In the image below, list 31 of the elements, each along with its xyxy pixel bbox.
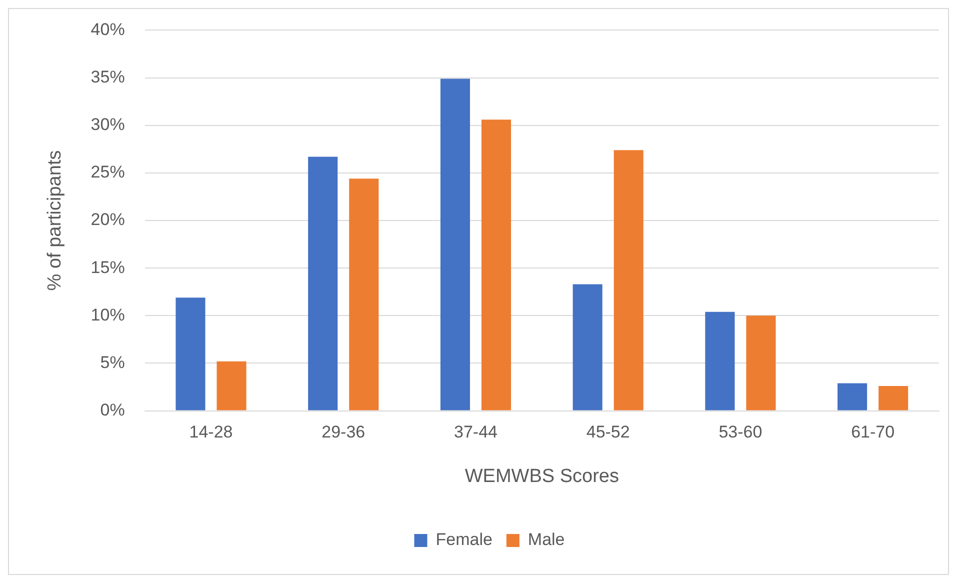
bar [349, 178, 379, 410]
bar [878, 386, 908, 410]
x-tick-label: 14-28 [189, 422, 233, 442]
y-tick-label: 40% [90, 20, 125, 39]
bar [572, 284, 602, 410]
y-tick-label: 35% [90, 67, 125, 86]
y-tick-label: 10% [90, 305, 125, 324]
y-tick-label: 30% [90, 115, 125, 134]
y-tick-label: 15% [90, 258, 125, 277]
y-tick-label: 5% [100, 352, 125, 372]
y-tick-label: 25% [90, 162, 125, 182]
bar [746, 316, 776, 410]
bar [308, 156, 338, 410]
y-tick-label: 0% [100, 400, 125, 420]
legend-label: Female [436, 530, 492, 550]
x-tick-label: 29-36 [322, 422, 366, 442]
bar [838, 383, 868, 410]
bar [614, 150, 644, 410]
y-tick-label: 20% [90, 210, 125, 230]
x-tick-label: 37-44 [454, 422, 498, 442]
y-axis-title: % of participants [44, 150, 66, 291]
x-axis-title: WEMWBS Scores [464, 466, 619, 487]
bar [176, 298, 206, 410]
bar [481, 120, 512, 410]
bar [705, 312, 735, 410]
bar [440, 78, 470, 410]
x-tick-label: 61-70 [851, 422, 895, 442]
x-tick-label: 53-60 [718, 422, 762, 442]
x-tick-label: 45-52 [586, 422, 630, 442]
legend-label: Male [528, 530, 565, 550]
bar [216, 361, 246, 410]
